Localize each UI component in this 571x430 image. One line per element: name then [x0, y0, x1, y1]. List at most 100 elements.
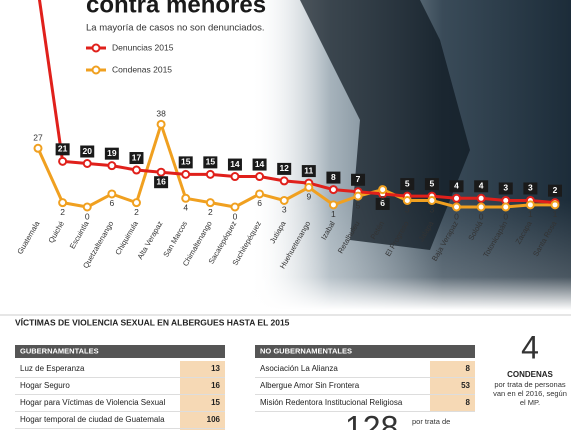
point: [107, 161, 117, 171]
label-box: [498, 182, 513, 195]
table-header: [15, 345, 225, 358]
point: [550, 200, 560, 210]
data-label: 2: [208, 207, 213, 217]
point: [230, 172, 240, 182]
table-title: VÍCTIMAS DE VIOLENCIA SEXUAL EN ALBERGUE…: [15, 317, 290, 327]
data-label: 0: [479, 211, 484, 221]
data-label: 2: [60, 207, 65, 217]
series-line: [36, 119, 555, 209]
value-cell: [430, 378, 475, 394]
data-label: 3: [503, 183, 508, 193]
point: [181, 169, 191, 179]
point: [378, 185, 388, 195]
legend-label: Denuncias 2015: [112, 42, 174, 52]
data-label: 5: [405, 178, 410, 188]
row-name: Albergue Amor Sin Frontera: [260, 381, 360, 390]
value-cell: [180, 361, 225, 377]
label-box: [400, 178, 415, 191]
data-label: 8: [380, 194, 385, 204]
data-label: 1: [331, 209, 336, 219]
row-value: 13: [211, 364, 220, 373]
row-value: 53: [461, 381, 470, 390]
value-cell: [430, 395, 475, 411]
point: [328, 185, 338, 195]
table-header-text: GUBERNAMENTALES: [20, 346, 99, 355]
point: [107, 189, 117, 199]
table-header: [255, 345, 475, 358]
data-label: 15: [206, 157, 216, 167]
point: [255, 189, 265, 199]
point: [304, 182, 314, 192]
data-label: 0: [503, 211, 508, 221]
point: [156, 119, 166, 129]
data-label: 12: [279, 163, 289, 173]
data-label: 1: [528, 209, 533, 219]
value-cell: [180, 378, 225, 394]
row-name: Luz de Esperanza: [20, 364, 85, 373]
chart-subtitle: La mayoría de casos no son denunciados.: [86, 23, 265, 34]
data-label: 20: [83, 146, 93, 156]
point: [279, 195, 289, 205]
point: [427, 195, 437, 205]
point: [82, 202, 92, 212]
label-box: [227, 158, 242, 171]
point: [230, 202, 240, 212]
label-box: [424, 178, 439, 191]
point: [58, 198, 68, 208]
data-label: 17: [132, 152, 142, 162]
label-box: [80, 145, 95, 158]
data-label: 38: [156, 109, 166, 119]
point: [353, 191, 363, 201]
row-value: 15: [211, 398, 220, 407]
data-label: 0: [85, 211, 90, 221]
data-label: 3: [528, 183, 533, 193]
point: [82, 159, 92, 168]
callout-text: el MP.: [520, 398, 540, 407]
label-box: [154, 176, 169, 189]
data-label: 3: [405, 205, 410, 215]
row-value: 8: [466, 398, 471, 407]
data-label: 4: [479, 181, 484, 191]
value-cell: [180, 395, 225, 411]
legend-marker: [91, 65, 101, 75]
data-label: 4: [454, 181, 459, 191]
point: [402, 195, 412, 205]
data-label: 11: [304, 165, 313, 175]
data-label: 6: [257, 198, 262, 208]
data-label: 5: [430, 178, 435, 188]
point: [476, 202, 486, 212]
data-label: 0: [233, 211, 238, 221]
label-box: [351, 173, 366, 186]
point: [328, 200, 338, 210]
data-label: 6: [109, 198, 114, 208]
row-name: Hogar temporal de ciudad de Guatemala: [20, 415, 165, 424]
point: [255, 172, 265, 182]
point: [279, 176, 289, 186]
label-box: [203, 156, 218, 169]
point: [525, 200, 535, 210]
point: [58, 156, 68, 166]
callout2-text: por trata de: [412, 417, 450, 426]
label-box: [375, 197, 390, 210]
label-box: [449, 180, 464, 193]
data-label: 8: [331, 172, 336, 182]
point: [452, 193, 462, 203]
label-box: [55, 143, 70, 156]
value-cell: [180, 412, 225, 428]
label-box: [548, 184, 562, 197]
row-name: Misión Redentora Institucional Religiosa: [260, 398, 403, 407]
row-value: 106: [207, 415, 221, 424]
row-name: Hogar Seguro: [20, 381, 70, 390]
chart-title: contra menores: [86, 0, 266, 18]
label-box: [523, 182, 538, 195]
data-label: 14: [255, 159, 265, 169]
data-label: 1: [553, 209, 558, 219]
label-box: [178, 156, 193, 169]
point: [131, 165, 141, 175]
table-header-text: NO GUBERNAMENTALES: [260, 346, 352, 355]
callout-text: por trata de personas: [494, 380, 566, 389]
point: [131, 198, 141, 208]
data-label: 3: [282, 205, 287, 215]
data-label: 2: [134, 207, 139, 217]
label-box: [104, 147, 119, 160]
